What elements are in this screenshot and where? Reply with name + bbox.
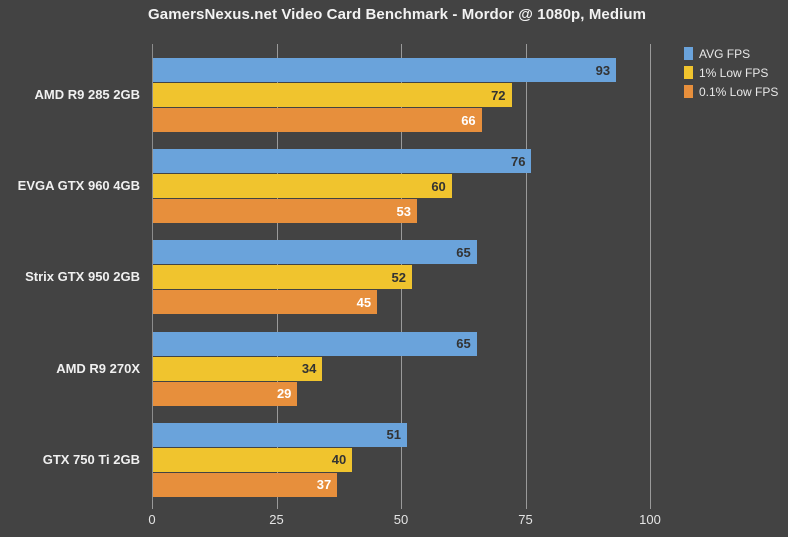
bar[interactable]: 29 xyxy=(153,381,298,406)
x-tick-label: 50 xyxy=(393,512,409,527)
legend-item-2[interactable]: 1% Low FPS xyxy=(684,64,788,81)
bar-value-label: 40 xyxy=(331,452,347,468)
bar[interactable]: 60 xyxy=(153,174,452,199)
bar[interactable]: 52 xyxy=(153,265,412,290)
bar-value-label: 37 xyxy=(316,477,332,493)
x-tick-75 xyxy=(525,500,527,509)
bar-group: EVGA GTX 960 4GB 76 60 53 xyxy=(18,135,650,226)
bar-group: GTX 750 Ti 2GB 51 40 37 xyxy=(43,409,650,500)
bar[interactable]: 53 xyxy=(153,199,417,224)
x-tick-100 xyxy=(650,500,651,509)
legend-swatch-icon xyxy=(684,85,693,98)
x-tick-50 xyxy=(401,500,402,509)
legend-label: 0.1% Low FPS xyxy=(699,84,779,99)
bar[interactable]: 65 xyxy=(153,240,477,265)
bar[interactable]: 34 xyxy=(153,356,323,381)
legend-swatch-icon xyxy=(684,66,693,79)
bar-value-label: 45 xyxy=(356,294,372,310)
category-label: GTX 750 Ti 2GB xyxy=(42,451,140,467)
chart-legend: AVG FPS 1% Low FPS 0.1% Low FPS xyxy=(684,45,788,102)
legend-item-1[interactable]: AVG FPS xyxy=(684,45,788,62)
bar-group: AMD R9 285 2GB 93 72 66 xyxy=(35,44,650,135)
legend-label: AVG FPS xyxy=(699,46,751,61)
x-tick-label: 25 xyxy=(269,512,284,527)
bar-value-label: 66 xyxy=(461,112,476,128)
bar-group: Strix GTX 950 2GB 65 52 45 xyxy=(25,226,650,317)
bar[interactable]: 45 xyxy=(153,290,378,315)
bar-value-label: 72 xyxy=(491,87,506,103)
legend-swatch-icon xyxy=(684,47,693,60)
legend-label: 1% Low FPS xyxy=(699,65,769,80)
bar-group: AMD R9 270X 65 34 29 xyxy=(56,318,650,409)
legend-item-3[interactable]: 0.1% Low FPS xyxy=(684,83,788,100)
x-tick-0 xyxy=(152,500,153,509)
x-tick-25 xyxy=(276,500,278,509)
category-label: EVGA GTX 960 4GB xyxy=(17,178,140,194)
bar-value-label: 93 xyxy=(595,62,611,78)
bar[interactable]: 65 xyxy=(153,331,477,356)
bar-value-label: 65 xyxy=(456,244,471,260)
bar[interactable]: 76 xyxy=(153,149,532,174)
bar-value-label: 52 xyxy=(391,269,406,285)
bar-value-label: 53 xyxy=(396,203,411,219)
category-label: AMD R9 285 2GB xyxy=(34,87,140,102)
bar-value-label: 60 xyxy=(431,178,446,194)
bar[interactable]: 66 xyxy=(153,108,482,132)
category-label: Strix GTX 950 2GB xyxy=(25,269,140,285)
bar[interactable]: 93 xyxy=(153,58,617,82)
bar-value-label: 76 xyxy=(511,153,526,169)
x-tick-label: 100 xyxy=(639,512,661,527)
bar[interactable]: 37 xyxy=(153,472,338,497)
chart-title: GamersNexus.net Video Card Benchmark - M… xyxy=(148,6,647,23)
bar-value-label: 34 xyxy=(301,361,317,377)
x-tick-label: 75 xyxy=(518,512,533,527)
gridline-100 xyxy=(650,44,651,500)
y-axis-line xyxy=(152,44,153,500)
category-label: AMD R9 270X xyxy=(56,360,140,376)
gridline-75 xyxy=(525,44,527,500)
bar[interactable]: 72 xyxy=(153,83,512,107)
bar[interactable]: 51 xyxy=(153,422,407,447)
bar-value-label: 51 xyxy=(386,427,401,443)
x-tick-label: 0 xyxy=(148,512,156,527)
plot-area: 0 25 50 75 100 AMD R9 285 2GB 93 72 66 EVGA GTX 9… xyxy=(18,44,661,527)
bar[interactable]: 40 xyxy=(153,447,353,472)
bar-value-label: 65 xyxy=(456,336,471,352)
bar-value-label: 29 xyxy=(276,386,292,402)
